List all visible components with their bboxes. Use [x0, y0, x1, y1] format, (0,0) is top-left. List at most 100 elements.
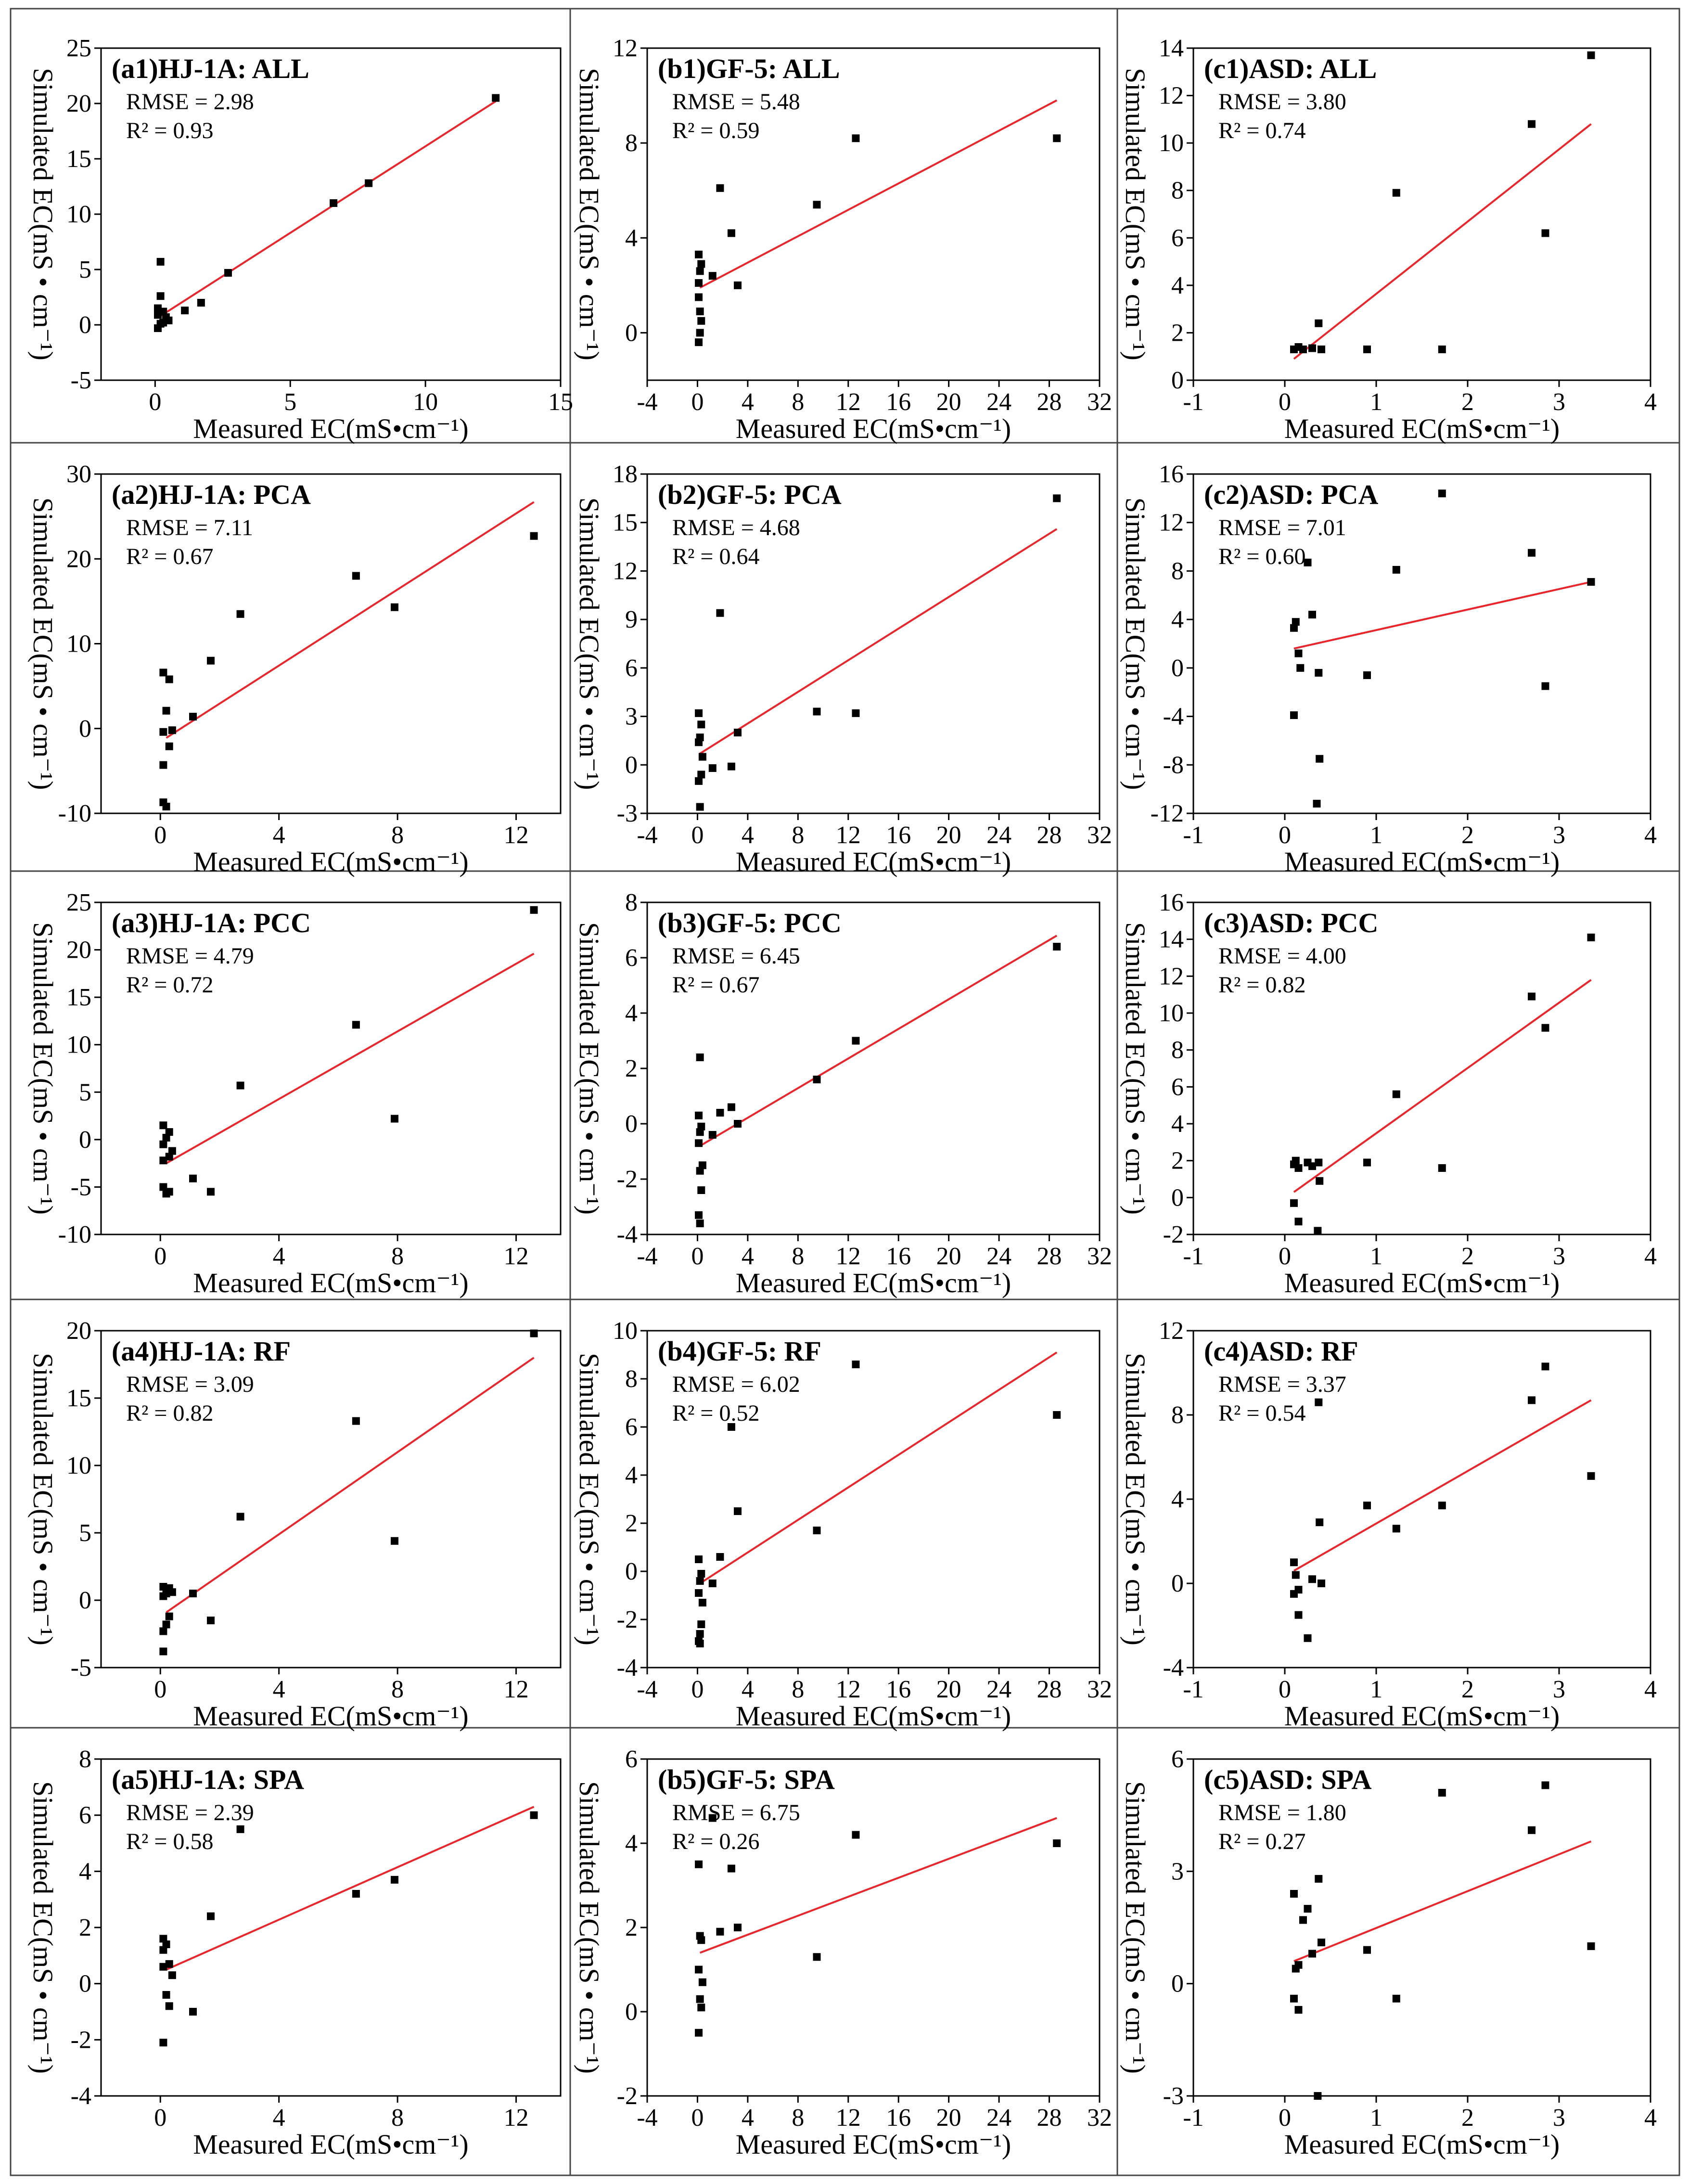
x-tick-label: 24 [986, 1243, 1011, 1270]
y-tick-label: 4 [625, 1462, 638, 1489]
data-point [530, 1811, 538, 1819]
data-point [696, 1577, 704, 1585]
x-tick-label: 4 [273, 2104, 285, 2132]
data-point [1294, 1961, 1303, 1969]
x-tick-label: 3 [1553, 2104, 1565, 2132]
rmse-annotation: RMSE = 7.01 [1218, 515, 1346, 540]
data-point [1313, 799, 1321, 808]
y-tick-label: 4 [1171, 1486, 1184, 1513]
rmse-value: 2.39 [214, 1800, 254, 1825]
fit-line [166, 501, 535, 739]
data-point [1290, 1890, 1298, 1898]
data-point [1438, 345, 1446, 353]
y-tick-label: 20 [66, 90, 91, 117]
y-tick-label: 6 [79, 1802, 91, 1829]
data-point [708, 764, 717, 772]
y-tick-label: 0 [79, 1587, 91, 1614]
x-axis-label: Measured EC(mS•cm⁻¹) [736, 846, 1011, 877]
r2-value: 0.67 [719, 972, 759, 998]
y-tick-label: 6 [625, 655, 638, 682]
x-tick-label: 28 [1037, 1676, 1062, 1703]
data-point [165, 1188, 173, 1196]
r2-annotation: R² = 0.54 [1218, 1400, 1305, 1426]
x-tick-label: 8 [391, 822, 404, 849]
chart-panel-a4: 0 4 8 12 -5 0 5 10 15 20 Measured EC(mS•cm⁻¹) Simul… [27, 1317, 562, 1732]
x-tick-label: 0 [1279, 1676, 1291, 1703]
data-point [1314, 1227, 1322, 1235]
x-tick-label: 1 [1370, 822, 1382, 849]
y-axis-label: Simulated EC(mS • cm⁻¹) [574, 1781, 605, 2074]
data-point [1296, 664, 1305, 672]
x-tick-label: 4 [742, 1676, 754, 1703]
data-point [852, 1831, 860, 1839]
data-point [1316, 1518, 1324, 1527]
x-tick-label: 8 [391, 1243, 404, 1270]
data-point [154, 311, 162, 319]
y-tick-label: 14 [1159, 35, 1184, 62]
data-point [1053, 1411, 1061, 1419]
rmse-prefix: RMSE = [126, 1372, 214, 1397]
data-point [206, 656, 215, 665]
data-point [696, 1128, 704, 1136]
r2-annotation: R² = 0.58 [126, 1829, 213, 1854]
rmse-value: 4.00 [1306, 943, 1346, 969]
rmse-value: 3.37 [1306, 1372, 1346, 1397]
x-tick-label: 32 [1087, 1676, 1112, 1703]
r2-value: 0.60 [1265, 544, 1305, 569]
data-point [697, 1570, 705, 1578]
r2-annotation: R² = 0.82 [126, 1400, 213, 1426]
y-tick-label: -4 [1163, 1654, 1184, 1682]
data-point [1363, 1502, 1371, 1510]
data-point [698, 1978, 706, 1986]
rmse-prefix: RMSE = [1218, 1800, 1306, 1825]
x-tick-label: 0 [154, 1243, 166, 1270]
y-tick-label: -4 [71, 2082, 91, 2110]
rmse-value: 3.80 [1306, 89, 1346, 115]
x-tick-label: 4 [273, 1243, 285, 1270]
data-point [813, 201, 821, 209]
data-point [165, 1612, 173, 1620]
chart-title: (c4)ASD: RF [1204, 1336, 1358, 1367]
x-tick-label: -1 [1183, 1243, 1203, 1270]
x-tick-label: 8 [792, 2104, 804, 2132]
x-tick-label: -4 [637, 1676, 657, 1703]
data-point [1304, 1905, 1312, 1913]
y-tick-label: 4 [1171, 606, 1184, 633]
data-point [695, 1211, 703, 1219]
rmse-value: 6.02 [760, 1372, 800, 1397]
rmse-prefix: RMSE = [126, 89, 214, 115]
x-tick-label: 1 [1370, 1243, 1382, 1270]
y-tick-label: 0 [625, 1558, 638, 1585]
data-point [696, 308, 704, 316]
x-tick-label: -1 [1183, 388, 1203, 416]
y-tick-label: 10 [613, 1317, 638, 1345]
chart-title: (b1)GF-5: ALL [658, 53, 840, 84]
plot-area [1192, 473, 1651, 814]
y-tick-label: 10 [66, 201, 91, 228]
data-point [1392, 1090, 1400, 1098]
r2-prefix: R² = [126, 544, 173, 569]
data-point [162, 1620, 170, 1629]
x-tick-label: 0 [1279, 1243, 1291, 1270]
data-point [695, 279, 703, 287]
data-point [492, 94, 500, 102]
x-axis-label: Measured EC(mS•cm⁻¹) [736, 1267, 1011, 1298]
rmse-value: 6.45 [760, 943, 800, 969]
y-axis-label: Simulated EC(mS • cm⁻¹) [27, 1781, 59, 2074]
data-point [159, 2039, 167, 2047]
r2-value: 0.72 [173, 972, 213, 998]
data-point [1541, 229, 1549, 237]
data-point [1053, 134, 1061, 142]
fit-line [1293, 1840, 1592, 1962]
chart-panel-b2: -4 0 4 8 12 16 20 24 28 32 -3 0 3 6 9 12 15 18 Measured EC… [574, 461, 1112, 877]
data-point [1299, 345, 1307, 353]
x-tick-label: 0 [154, 1676, 166, 1703]
data-point [696, 329, 704, 337]
plot-area [1192, 901, 1651, 1235]
data-point [352, 1890, 360, 1898]
r2-annotation: R² = 0.67 [672, 972, 759, 998]
